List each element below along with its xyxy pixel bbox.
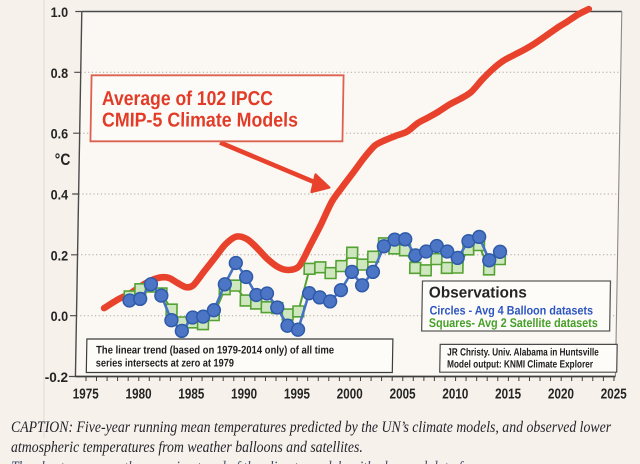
- svg-text:2000: 2000: [337, 386, 363, 402]
- svg-text:0.8: 0.8: [51, 65, 69, 81]
- svg-text:1985: 1985: [178, 386, 204, 402]
- svg-text:1990: 1990: [231, 386, 257, 402]
- svg-text:Model output: KNMI Climate Exp: Model output: KNMI Climate Explorer: [447, 359, 593, 371]
- svg-text:Average of 102 IPCC: Average of 102 IPCC: [102, 88, 273, 110]
- svg-text:2005: 2005: [389, 386, 415, 402]
- svg-text:2015: 2015: [495, 386, 521, 402]
- svg-text:-0.2: -0.2: [45, 369, 69, 385]
- svg-text:1975: 1975: [73, 386, 99, 402]
- svg-text:CMIP-5 Climate Models: CMIP-5 Climate Models: [102, 109, 298, 131]
- svg-text:1980: 1980: [125, 386, 151, 402]
- svg-text:The linear trend (based on 197: The linear trend (based on 1979-2014 onl…: [96, 345, 334, 357]
- svg-text:0.4: 0.4: [51, 187, 69, 203]
- svg-text:2010: 2010: [442, 386, 468, 402]
- svg-text:Circles - Avg 4 Balloon datase: Circles - Avg 4 Balloon datasets: [429, 303, 593, 317]
- svg-text:Observations: Observations: [429, 284, 527, 301]
- svg-text:2020: 2020: [548, 386, 574, 402]
- svg-text:0.2: 0.2: [51, 247, 69, 263]
- svg-text:1.0: 1.0: [51, 4, 69, 20]
- svg-text:series intersects at zero at 1: series intersects at zero at 1979: [96, 358, 234, 370]
- svg-text:JR Christy. Univ. Alabama in H: JR Christy. Univ. Alabama in Huntsville: [447, 347, 599, 359]
- svg-text:Squares- Avg 2 Satellite datas: Squares- Avg 2 Satellite datasets: [429, 316, 598, 330]
- svg-text:°C: °C: [55, 151, 71, 169]
- svg-text:0.6: 0.6: [51, 126, 69, 142]
- svg-text:0.0: 0.0: [51, 308, 69, 324]
- svg-text:1995: 1995: [284, 386, 310, 402]
- svg-text:2025: 2025: [601, 386, 627, 402]
